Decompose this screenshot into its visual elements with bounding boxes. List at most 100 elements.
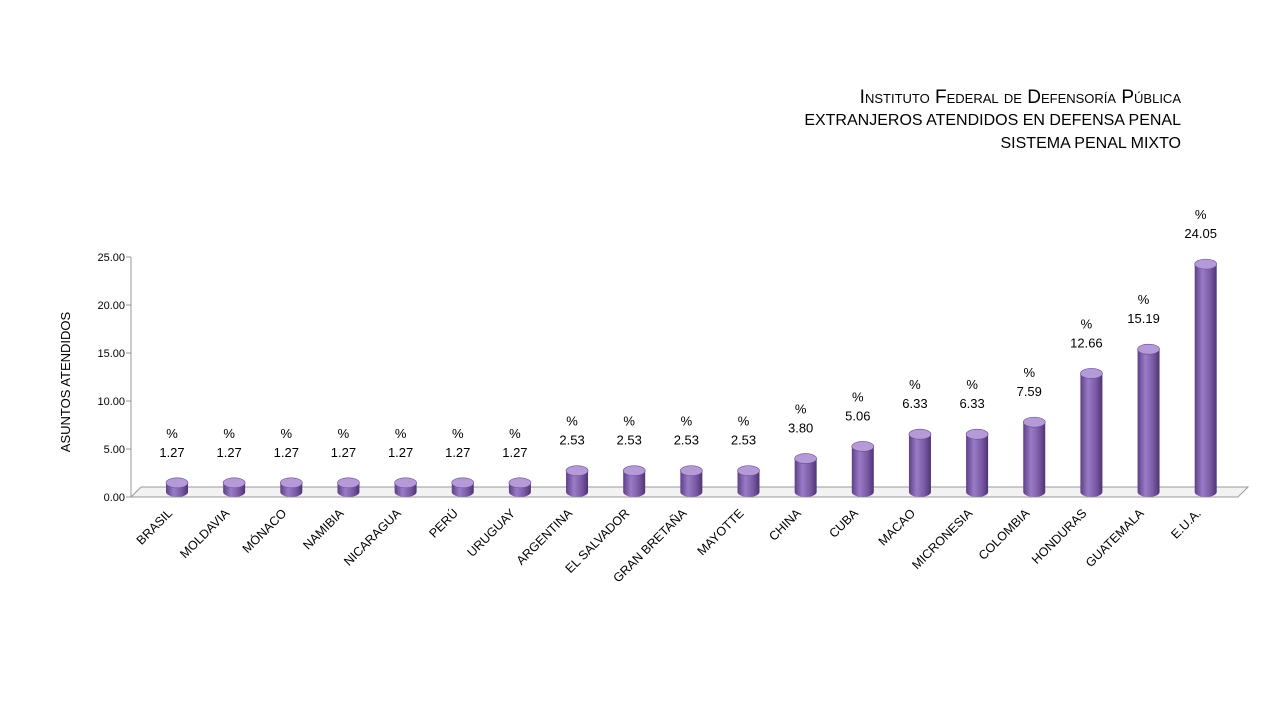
- x-tick-label: MICRONESIA: [909, 506, 975, 572]
- value-label: 3.80: [788, 421, 813, 436]
- value-percent-label: %: [1023, 365, 1035, 380]
- bar-top: [279, 477, 303, 489]
- value-percent-label: %: [681, 414, 693, 429]
- value-percent-label: %: [1081, 316, 1093, 331]
- value-label: 2.53: [674, 433, 699, 448]
- value-label: 2.53: [731, 433, 756, 448]
- value-label: 12.66: [1070, 335, 1103, 350]
- value-percent-label: %: [281, 426, 293, 441]
- bar: [1022, 416, 1046, 497]
- value-percent-label: %: [795, 402, 807, 417]
- bar-top: [1194, 258, 1217, 270]
- value-percent-label: %: [566, 414, 578, 429]
- y-tick-label: 5.00: [104, 444, 125, 456]
- bar-top: [965, 428, 989, 440]
- value-label: 6.33: [959, 396, 984, 411]
- value-percent-label: %: [623, 414, 635, 429]
- value-label: 5.06: [845, 408, 870, 423]
- value-percent-label: %: [452, 426, 464, 441]
- bar-top: [508, 477, 532, 489]
- chart-subtitle-2: SISTEMA PENAL MIXTO: [1000, 135, 1182, 152]
- chart-axes: 0.00 5.00 10.00 15.00 20.00 25.00: [97, 252, 1250, 504]
- value-percent-label: %: [852, 389, 864, 404]
- value-percent-label: %: [509, 426, 521, 441]
- x-tick-label: ARGENTINA: [514, 506, 576, 568]
- value-percent-label: %: [338, 426, 350, 441]
- bar-body: [1023, 422, 1046, 497]
- bar-top: [1080, 368, 1103, 379]
- value-label: 6.33: [902, 396, 927, 411]
- value-percent-label: %: [166, 426, 178, 441]
- bar: [337, 477, 360, 497]
- bar-body: [908, 434, 931, 497]
- bar: [737, 465, 760, 497]
- value-label: 2.53: [617, 433, 642, 448]
- x-tick-label: COLOMBIA: [976, 506, 1033, 563]
- bar-body: [680, 470, 703, 497]
- bar-top: [337, 477, 360, 489]
- bar: [1194, 258, 1217, 497]
- chart-title: Instituto Federal de Defensoría Pública: [859, 87, 1181, 108]
- x-tick-label: NAMIBIA: [300, 506, 347, 553]
- x-tick-label: URUGUAY: [465, 506, 519, 560]
- bar-top: [622, 465, 646, 477]
- x-tick-label: CHINA: [766, 506, 804, 544]
- chart-subtitle: EXTRANJEROS ATENDIDOS EN DEFENSA PENAL: [804, 112, 1181, 129]
- bar-body: [1080, 373, 1103, 497]
- value-percent-label: %: [1138, 292, 1150, 307]
- y-tick-label: 0.00: [104, 492, 125, 504]
- x-tick-label: MÓNACO: [239, 505, 290, 556]
- bar-top: [394, 477, 417, 489]
- bar: [908, 428, 932, 497]
- bar: [794, 453, 817, 497]
- bar-body: [794, 458, 817, 497]
- bar: [1137, 343, 1160, 497]
- bar-top: [737, 465, 760, 477]
- value-percent-label: %: [223, 426, 235, 441]
- value-label: 1.27: [445, 445, 470, 460]
- y-axis-label: ASUNTOS ATENDIDOS: [58, 311, 73, 452]
- chart-bars: [165, 258, 1217, 498]
- x-tick-label: MOLDAVIA: [177, 506, 232, 561]
- bar-top: [680, 465, 703, 477]
- bar: [1080, 368, 1103, 497]
- x-tick-label: MAYOTTE: [695, 506, 747, 558]
- x-tick-label: GUATEMALA: [1083, 506, 1147, 570]
- bar: [394, 477, 417, 497]
- bar-top: [451, 477, 475, 489]
- x-tick-label: E.U.A.: [1168, 506, 1203, 541]
- bar: [965, 428, 989, 497]
- y-tick-label: 15.00: [97, 348, 125, 360]
- bar-body: [1194, 264, 1217, 497]
- bar-top: [1022, 416, 1046, 428]
- bar: [279, 477, 303, 497]
- bar: [508, 477, 532, 498]
- value-percent-label: %: [966, 377, 978, 392]
- x-tick-label: PERÚ: [426, 506, 461, 541]
- bar-body: [566, 470, 589, 497]
- value-label: 1.27: [388, 445, 413, 460]
- y-tick-label: 25.00: [97, 252, 125, 264]
- bar-top: [794, 453, 817, 464]
- value-label: 15.19: [1127, 311, 1160, 326]
- bar-top: [165, 477, 189, 489]
- value-label: 2.53: [559, 433, 584, 448]
- bar: [165, 477, 189, 497]
- bar-body: [851, 446, 874, 497]
- value-percent-label: %: [1195, 207, 1207, 222]
- bar: [851, 441, 875, 497]
- bar-top: [222, 477, 246, 489]
- bar-body: [966, 434, 989, 497]
- y-tick-label: 10.00: [97, 396, 125, 408]
- bar-body: [737, 470, 760, 497]
- bar: [222, 477, 246, 497]
- bar-body: [623, 470, 646, 497]
- bar: [451, 477, 475, 497]
- value-percent-label: %: [909, 377, 921, 392]
- x-tick-label: NICARAGUA: [341, 506, 404, 569]
- y-tick-label: 20.00: [97, 300, 125, 312]
- x-tick-label: HONDURAS: [1029, 506, 1089, 566]
- bar-body: [1137, 349, 1160, 497]
- value-label: 7.59: [1017, 384, 1042, 399]
